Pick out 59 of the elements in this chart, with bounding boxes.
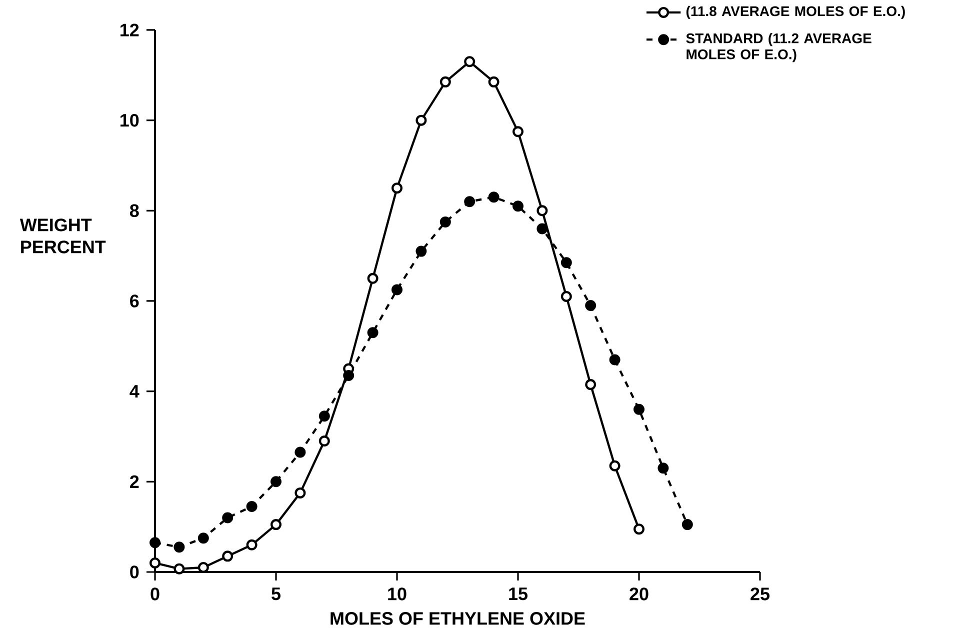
point: [367, 327, 378, 338]
point: [464, 196, 476, 208]
y-tick-label: 2: [130, 475, 139, 488]
point: [560, 290, 572, 302]
point: [222, 512, 234, 524]
x-tick-label: 25: [750, 588, 770, 600]
x-tick-label: 15: [509, 588, 528, 600]
point: [512, 200, 524, 212]
point: [440, 216, 451, 228]
legend-label: STANDARD (11.2 AVERAGE MOLES OF E.O.): [686, 33, 872, 62]
point: [198, 532, 209, 544]
point: [585, 300, 596, 312]
x-tick-label: 0: [150, 588, 160, 600]
point: [174, 563, 185, 574]
point: [150, 537, 161, 548]
y-tick-label: 0: [130, 566, 139, 578]
legend-label: (11.8 AVERAGE MOLES OF E.O.): [686, 6, 905, 19]
point: [440, 76, 451, 88]
point: [318, 410, 330, 422]
point: [392, 284, 402, 296]
y-tick-label: 6: [130, 294, 139, 308]
point: [609, 354, 620, 366]
point: [392, 182, 402, 194]
x-tick-label: 10: [388, 588, 406, 600]
point: [634, 524, 645, 535]
point: [585, 379, 596, 390]
x-axis-title: MOLES OF ETHYLENE OXIDE: [330, 612, 585, 625]
point: [682, 519, 693, 530]
point: [416, 114, 427, 126]
point: [222, 550, 234, 562]
point: [512, 126, 524, 138]
point: [560, 257, 572, 268]
point: [416, 246, 427, 257]
point: [174, 542, 185, 553]
point: [488, 76, 500, 88]
point: [488, 192, 500, 203]
point: [294, 487, 306, 498]
point: [246, 500, 258, 512]
point: [270, 519, 282, 530]
point: [634, 404, 645, 415]
point: [246, 539, 258, 550]
y-axis-title: WEIGHT PERCENT: [20, 218, 106, 254]
point: [658, 462, 669, 474]
point: [367, 272, 378, 284]
point: [609, 460, 620, 472]
point: [536, 205, 548, 216]
x-tick-label: 20: [630, 588, 648, 600]
point: [270, 476, 282, 488]
y-tick-label: 12: [120, 24, 139, 36]
point: [318, 436, 330, 447]
point: [294, 446, 306, 458]
y-tick-label: 8: [130, 204, 139, 218]
point: [536, 223, 548, 234]
point: [150, 557, 161, 568]
point: [464, 56, 476, 68]
y-tick-label: 4: [130, 385, 140, 398]
point: [343, 370, 354, 382]
x-tick-label: 5: [272, 588, 281, 600]
y-tick-label: 10: [120, 114, 139, 127]
